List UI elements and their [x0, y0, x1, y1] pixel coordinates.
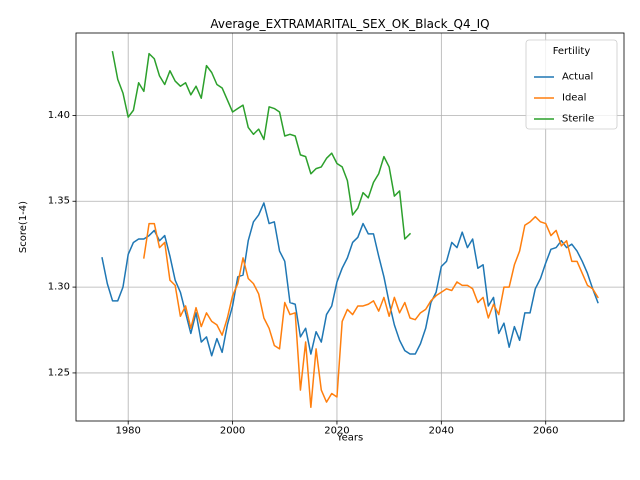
y-axis-ticks: 1.25 1.30 1.35 1.40: [48, 110, 76, 378]
x-axis-label: Years: [336, 432, 363, 443]
x-tick-label: 2040: [429, 425, 454, 436]
gridlines: [76, 33, 624, 421]
series-line-sterile: [111, 51, 412, 240]
legend-box: [525, 39, 618, 130]
plot-frame: [75, 32, 625, 422]
legend-label-actual: Actual: [562, 72, 593, 83]
legend-label-sterile: Sterile: [562, 114, 594, 125]
y-axis-label: Score(1-4): [18, 201, 29, 253]
x-axis-ticks: 1980 2000 2020 2040 2060: [115, 421, 558, 436]
y-tick-label: 1.40: [48, 110, 70, 121]
series-line-ideal: [142, 215, 599, 409]
legend-title: Fertility: [553, 46, 591, 57]
x-tick-label: 2020: [324, 425, 349, 436]
series-line-actual: [101, 202, 599, 357]
series-lines: [101, 51, 599, 409]
x-tick-label: 1980: [115, 425, 140, 436]
legend: Fertility Actual Ideal Sterile: [525, 39, 618, 130]
chart-title: Average_EXTRAMARITAL_SEX_OK_Black_Q4_IQ: [210, 17, 489, 31]
y-tick-label: 1.35: [48, 196, 70, 207]
y-tick-label: 1.25: [48, 367, 70, 378]
legend-label-ideal: Ideal: [562, 93, 586, 104]
y-tick-label: 1.30: [48, 282, 70, 293]
x-tick-label: 2000: [220, 425, 245, 436]
x-tick-label: 2060: [533, 425, 558, 436]
